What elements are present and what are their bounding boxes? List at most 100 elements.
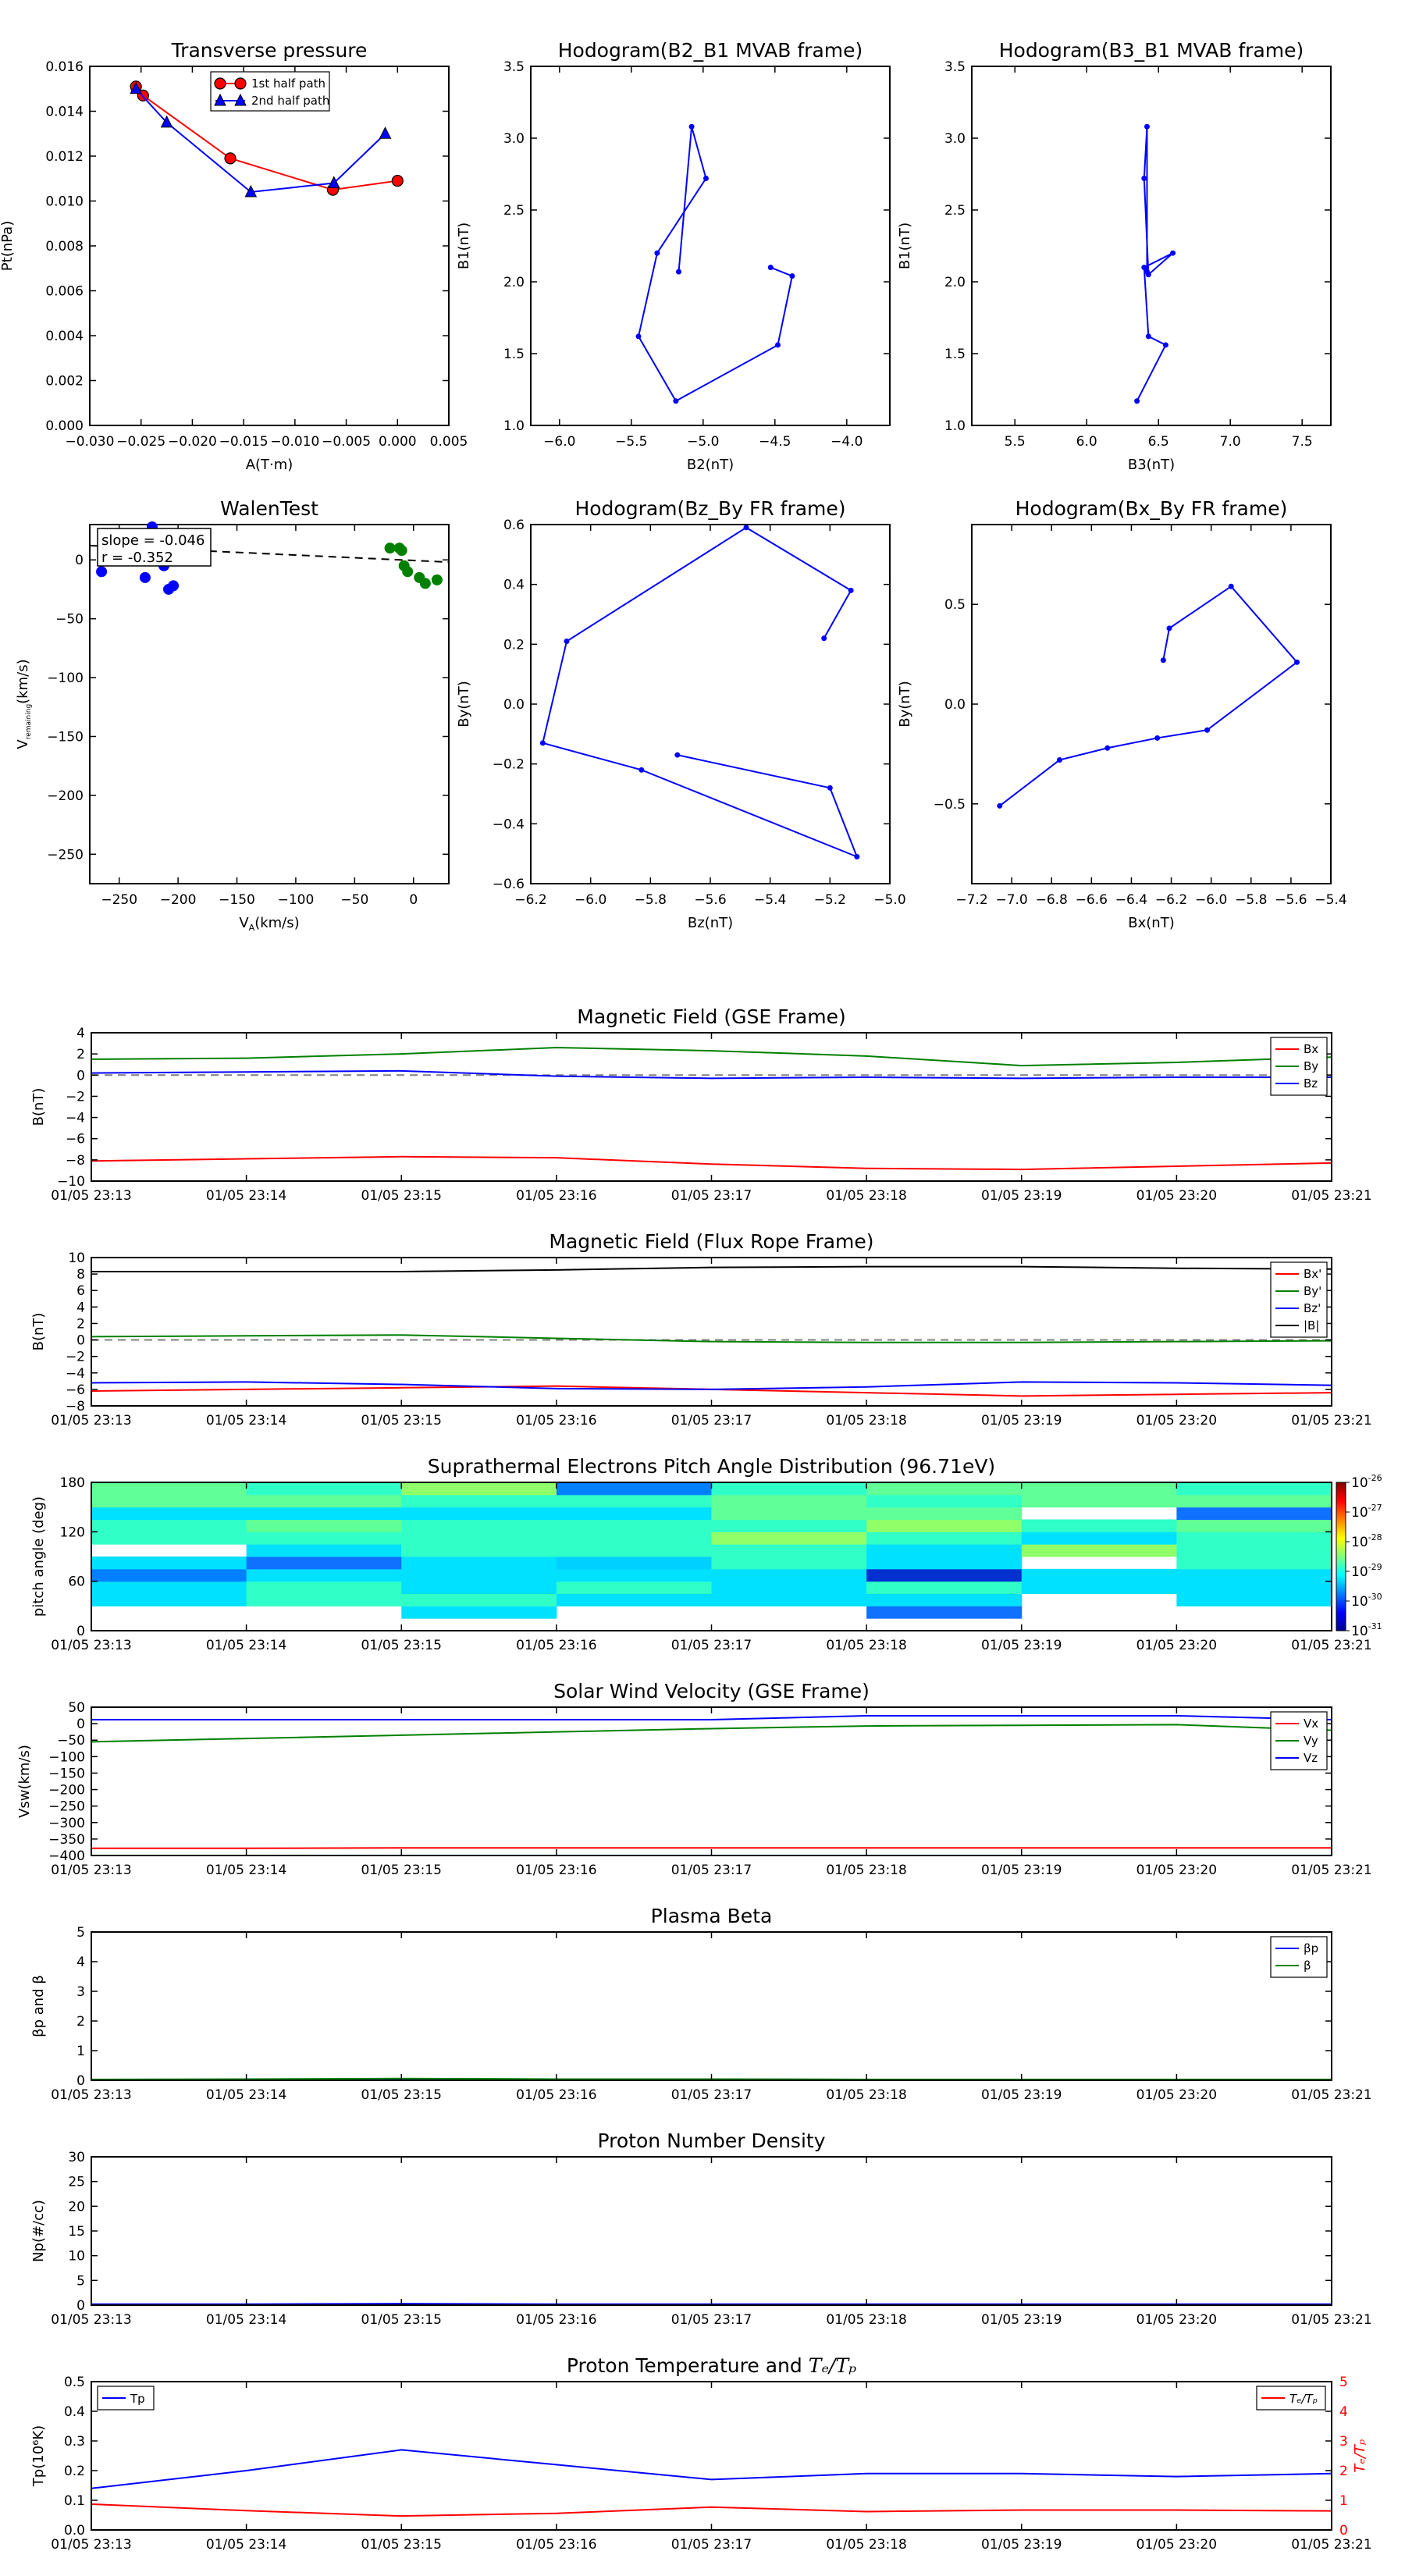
data-point bbox=[673, 398, 679, 404]
heatmap-cell bbox=[866, 1507, 1023, 1520]
x-tick-label: 0 bbox=[409, 892, 418, 908]
x-tick-label: 01/05 23:20 bbox=[1136, 2312, 1217, 2328]
annotation-box bbox=[97, 528, 212, 567]
y-tick-label: 0.012 bbox=[45, 149, 84, 165]
y-tick-label: 0 bbox=[76, 1717, 85, 1732]
x-tick-label: −5.5 bbox=[615, 434, 647, 450]
chart-hodogram-b2-b1: −6.0 −5.5 −5.0 −4.5 −4.0 1.0 1.5 2.0 2.5 3.0 3.5 Ho… bbox=[456, 39, 891, 473]
chart-title: Proton Number Density bbox=[598, 2129, 826, 2152]
heatmap-cell bbox=[246, 1507, 402, 1520]
legend-label: Bz' bbox=[1304, 1301, 1321, 1315]
x-tick-label: −6.2 bbox=[514, 892, 546, 908]
y-tick-label: 2 bbox=[76, 1316, 85, 1332]
y-tick-label: 2.0 bbox=[944, 275, 966, 290]
data-point bbox=[384, 543, 396, 554]
x-tick-label: 01/05 23:16 bbox=[516, 1188, 596, 1204]
data-point bbox=[431, 574, 443, 585]
heatmap-cell bbox=[866, 1557, 1023, 1570]
x-tick-label: 01/05 23:14 bbox=[206, 2537, 286, 2553]
data-point bbox=[234, 93, 247, 106]
data-point bbox=[214, 77, 226, 90]
x-tick-label: 01/05 23:17 bbox=[671, 2312, 752, 2328]
x-axis-label: B3(nT) bbox=[1128, 457, 1175, 473]
data-point bbox=[702, 176, 709, 182]
series-line bbox=[637, 126, 794, 403]
legend-label: Bz bbox=[1304, 1076, 1318, 1091]
legend-label: 2nd half path bbox=[251, 94, 329, 108]
y-tick-label: −250 bbox=[47, 847, 84, 863]
y-axis-label: Vsw(km/s) bbox=[16, 1745, 33, 1818]
x-tick-label: 01/05 23:13 bbox=[51, 1413, 131, 1429]
x-tick-label: 01/05 23:18 bbox=[826, 1413, 906, 1429]
x-tick-label: −7.0 bbox=[995, 892, 1027, 908]
colorbar-label: 10-27 bbox=[1351, 1503, 1382, 1521]
y-tick-label: 0.0 bbox=[64, 2523, 85, 2539]
data-point bbox=[767, 265, 774, 271]
data-point bbox=[635, 333, 642, 340]
y-tick-label: −6 bbox=[66, 1382, 85, 1398]
x-tick-label: 01/05 23:14 bbox=[206, 1863, 286, 1878]
chart-plasma-beta: 01/05 23:13 01/05 23:14 01/05 23:15 01/05 2… bbox=[30, 1905, 1372, 2103]
chart-title: Plasma Beta bbox=[651, 1905, 773, 1927]
y-tick-label: 4 bbox=[76, 1026, 85, 1041]
data-point bbox=[743, 525, 749, 531]
y-axis-label: B1(nT) bbox=[897, 222, 913, 269]
data-point bbox=[1162, 342, 1168, 348]
y-tick-label: 0.6 bbox=[503, 518, 525, 533]
series-line bbox=[1136, 126, 1174, 402]
x-tick-label: −250 bbox=[101, 892, 137, 908]
x-tick-label: −4.0 bbox=[831, 434, 863, 450]
data-point bbox=[638, 767, 645, 773]
data-point bbox=[419, 578, 431, 589]
x-tick-label: −50 bbox=[340, 892, 368, 908]
heatmap-cell bbox=[401, 1519, 557, 1532]
y-tick-label: −2 bbox=[66, 1350, 85, 1365]
x-tick-label: −0.015 bbox=[219, 434, 269, 450]
x-tick-label: 01/05 23:20 bbox=[1136, 1863, 1217, 1878]
y-tick-label: −200 bbox=[47, 788, 84, 804]
data-point bbox=[244, 184, 258, 197]
y-tick-label: −400 bbox=[48, 1848, 85, 1864]
y-tick-label: −150 bbox=[48, 1766, 85, 1781]
data-point bbox=[1154, 735, 1161, 741]
x-tick-label: −0.005 bbox=[322, 434, 371, 450]
y-tick-label: −4 bbox=[66, 1111, 85, 1126]
heatmap-cell bbox=[401, 1568, 557, 1582]
y2-tick-label: 0 bbox=[1339, 2523, 1348, 2539]
x-tick-label: 01/05 23:16 bbox=[516, 1638, 596, 1653]
chart-title: Hodogram(Bz_By FR frame) bbox=[574, 497, 845, 520]
x-tick-label: 01/05 23:17 bbox=[671, 1863, 752, 1878]
y-tick-label: 25 bbox=[68, 2175, 85, 2190]
heatmap-cell bbox=[1021, 1532, 1177, 1545]
legend-label: βp bbox=[1304, 1941, 1318, 1955]
x-tick-label: 01/05 23:18 bbox=[826, 2087, 906, 2103]
y-tick-label: 0.0 bbox=[944, 697, 966, 713]
legend-box bbox=[1270, 1936, 1328, 1978]
heatmap-cell bbox=[401, 1606, 557, 1619]
x-tick-label: 01/05 23:18 bbox=[826, 1863, 906, 1878]
series-line bbox=[91, 1724, 1332, 1743]
data-point bbox=[160, 115, 173, 128]
chart-title: Proton Temperature and Tₑ/Tₚ bbox=[567, 2354, 856, 2377]
heatmap-cell bbox=[1021, 1494, 1177, 1508]
colorbar bbox=[1336, 1482, 1346, 1631]
y2-tick-label: 1 bbox=[1339, 2493, 1348, 2509]
chart-walen-test: −250 −200 −150 −100 −50 0 −250 −200 −150 −100 −50 0… bbox=[15, 497, 450, 933]
x-tick-label: 01/05 23:21 bbox=[1291, 1413, 1371, 1429]
y-tick-label: −4 bbox=[66, 1366, 85, 1382]
x-tick-label: 01/05 23:17 bbox=[671, 1188, 752, 1204]
x-tick-label: −6.0 bbox=[574, 892, 606, 908]
y-tick-label: −8 bbox=[66, 1153, 85, 1169]
heatmap-cell bbox=[1176, 1532, 1332, 1545]
heatmap-cell bbox=[556, 1507, 712, 1520]
data-point bbox=[1170, 250, 1176, 256]
y-tick-label: 0.006 bbox=[45, 284, 84, 300]
x-tick-label: −7.2 bbox=[955, 892, 987, 908]
chart-hodogram-bz-by: −6.2 −6.0 −5.8 −5.6 −5.4 −5.2 −5.0 −0.6 −0.4 −0.2… bbox=[456, 497, 906, 931]
y-tick-label: 0.000 bbox=[45, 418, 84, 434]
y-tick-label: 1.5 bbox=[944, 347, 966, 362]
x-tick-label: 01/05 23:18 bbox=[826, 2312, 906, 2328]
heatmap-cell bbox=[711, 1532, 867, 1545]
heatmap-cell bbox=[866, 1544, 1023, 1557]
